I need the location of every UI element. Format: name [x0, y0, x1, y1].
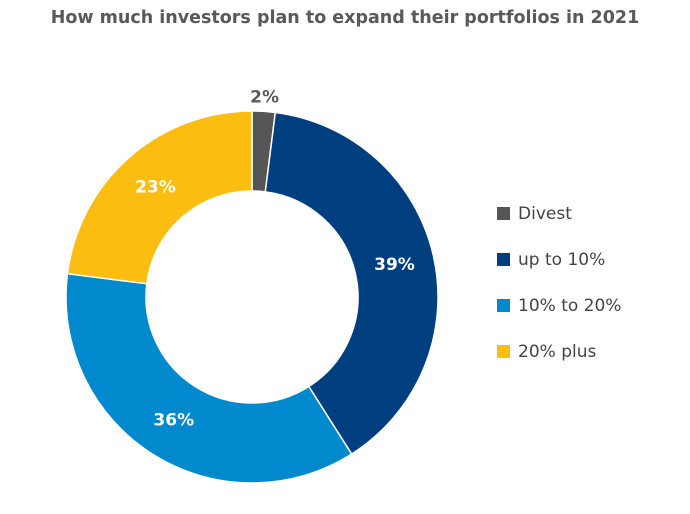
slice-20-plus	[66, 110, 253, 285]
legend-item-divest: Divest	[497, 202, 621, 225]
legend-swatch	[497, 345, 510, 358]
legend-item-10-to-20: 10% to 20%	[497, 294, 621, 317]
legend-swatch	[497, 253, 510, 266]
legend-label: 20% plus	[518, 341, 597, 362]
legend: Divest up to 10% 10% to 20% 20% plus	[497, 202, 621, 386]
legend-label: Divest	[518, 203, 572, 224]
legend-item-20-plus: 20% plus	[497, 340, 621, 363]
legend-swatch	[497, 207, 510, 220]
data-label-20-plus: 23%	[135, 177, 176, 197]
legend-swatch	[497, 299, 510, 312]
data-label-divest: 2%	[250, 87, 279, 107]
data-label-up-to-10: 39%	[374, 255, 415, 275]
legend-label: up to 10%	[518, 249, 606, 270]
data-label-10-to-20: 36%	[153, 410, 194, 430]
legend-label: 10% to 20%	[518, 295, 622, 316]
slice-up-to-10	[264, 111, 439, 456]
legend-item-up-to-10: up to 10%	[497, 248, 621, 271]
slice-10-to-20	[65, 272, 353, 484]
chart-title: How much investors plan to expand their …	[50, 8, 640, 28]
